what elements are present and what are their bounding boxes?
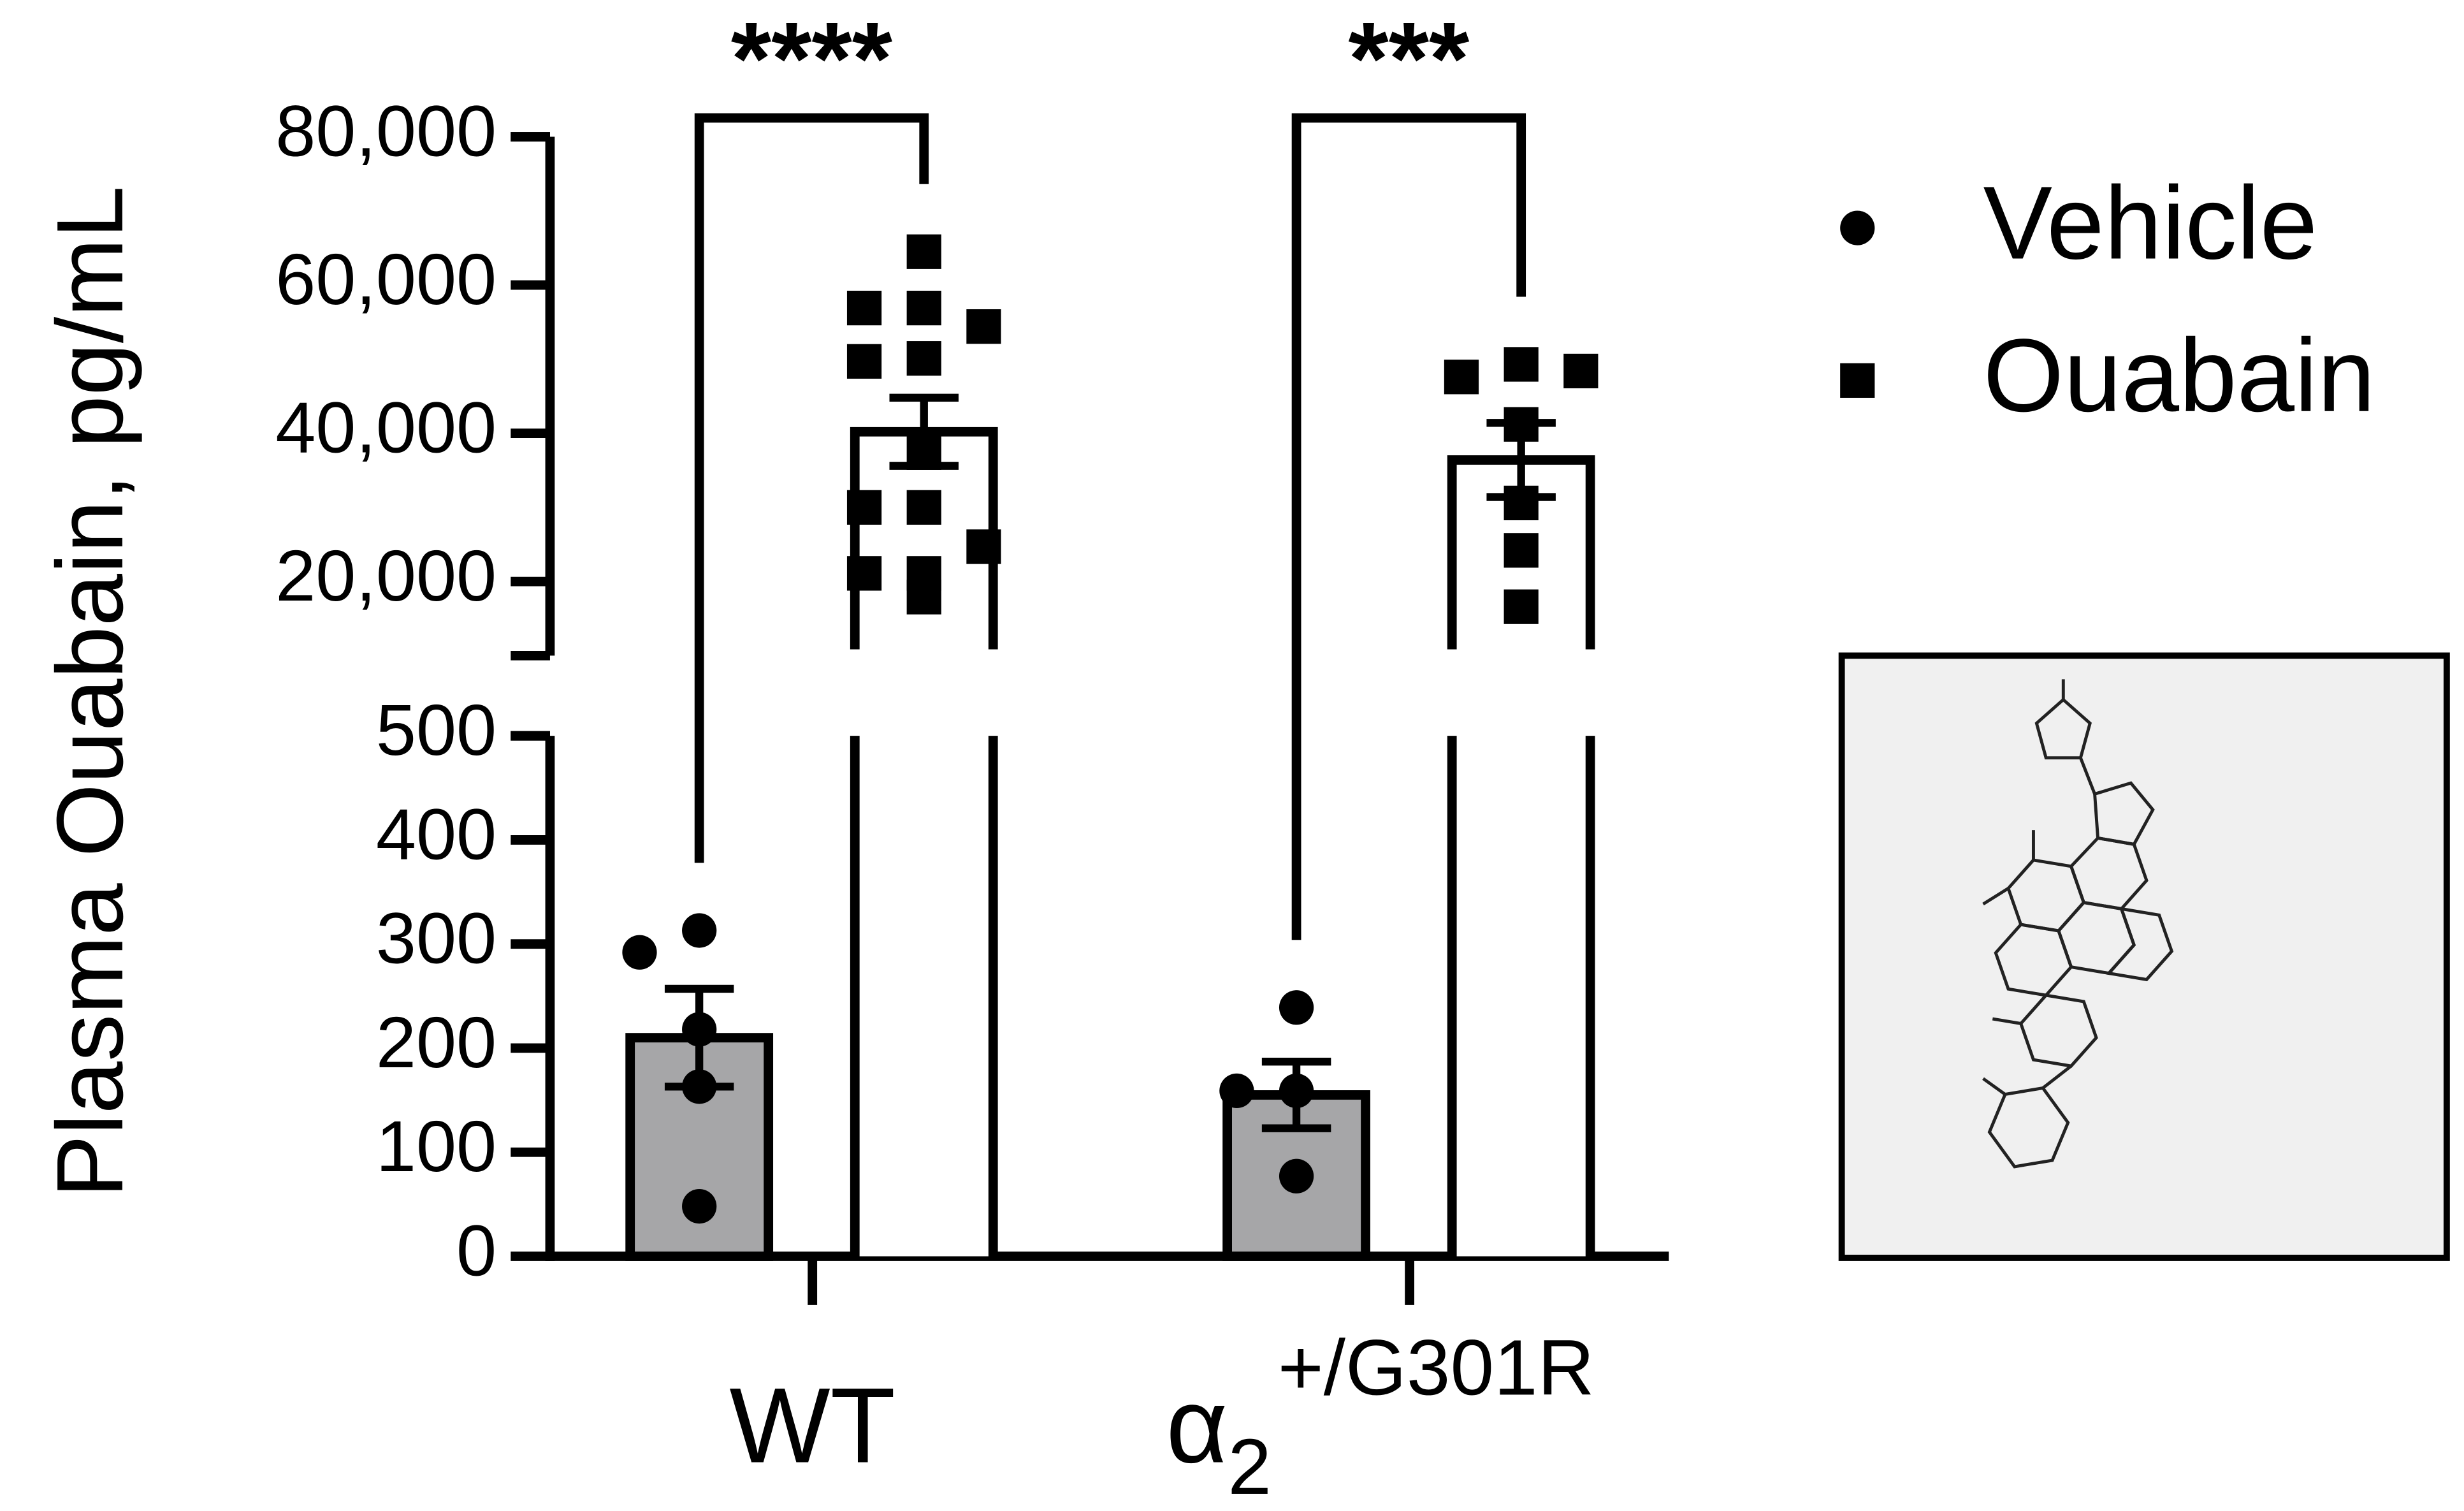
data-point — [1279, 1158, 1314, 1193]
data-point — [906, 341, 941, 376]
bar-lower-edges — [1447, 736, 1595, 1257]
legend-item: Ouabain — [1840, 318, 2375, 434]
y-tick-label: 0 — [456, 1210, 496, 1291]
significance-label: *** — [1348, 1, 1470, 117]
legend-marker — [1840, 210, 1875, 245]
data-point — [966, 529, 1001, 564]
y-tick-label: 20,000 — [275, 536, 496, 617]
legend-marker — [1840, 363, 1875, 398]
bar-lower — [855, 736, 994, 1257]
data-point — [846, 344, 882, 379]
inset-frame — [1838, 652, 2450, 1261]
data-point — [682, 913, 717, 948]
y-tick-label: 80,000 — [275, 91, 496, 172]
structure-inset — [1838, 652, 2450, 1261]
legend-label: Ouabain — [1983, 318, 2375, 434]
data-point — [1504, 589, 1539, 624]
legend-item: Vehicle — [1840, 166, 2317, 281]
data-point — [1504, 407, 1539, 442]
y-tick-label: 500 — [376, 690, 496, 771]
data-point — [1279, 1073, 1314, 1109]
data-point — [1504, 533, 1539, 568]
data-point — [906, 290, 941, 326]
data-point — [1444, 360, 1479, 395]
y-tick-label: 400 — [376, 794, 496, 875]
data-point — [906, 234, 941, 269]
y-tick-label: 60,000 — [275, 239, 496, 320]
data-point — [906, 556, 941, 591]
legend-label: Vehicle — [1983, 166, 2318, 281]
data-point — [682, 1069, 717, 1104]
data-point — [846, 290, 882, 326]
significance-bracket — [694, 113, 929, 863]
category-superscript: +/G301R — [1278, 1324, 1595, 1412]
data-point — [906, 435, 941, 470]
y-tick-label: 40,000 — [275, 388, 496, 469]
data-point — [1219, 1073, 1254, 1109]
y-tick-label: 300 — [376, 898, 496, 979]
data-point — [1504, 485, 1539, 521]
data-point — [966, 309, 1001, 344]
x-tick-label: WT — [729, 1366, 895, 1485]
molecule — [1982, 679, 2174, 1169]
data-point — [682, 1012, 717, 1047]
data-point — [622, 935, 657, 970]
bar-lower — [1452, 736, 1591, 1257]
significance-bracket — [1291, 113, 1526, 940]
y-axis-label: Plasma Ouabain, pg/mL — [38, 186, 143, 1197]
data-point — [906, 490, 941, 525]
data-point — [846, 556, 882, 591]
data-point — [1504, 347, 1539, 382]
data-point — [682, 1188, 717, 1224]
category-subscript: 2 — [1228, 1423, 1272, 1511]
data-point — [1563, 353, 1598, 389]
bar-lower-edges — [850, 736, 998, 1257]
y-tick-label: 100 — [376, 1106, 496, 1187]
x-tick-label: α2+/G301R — [1166, 1324, 1594, 1510]
significance-label: **** — [731, 1, 893, 117]
category-base: α — [1166, 1366, 1228, 1485]
y-tick-label: 200 — [376, 1002, 496, 1083]
data-point — [1279, 990, 1314, 1025]
data-point — [846, 490, 882, 525]
